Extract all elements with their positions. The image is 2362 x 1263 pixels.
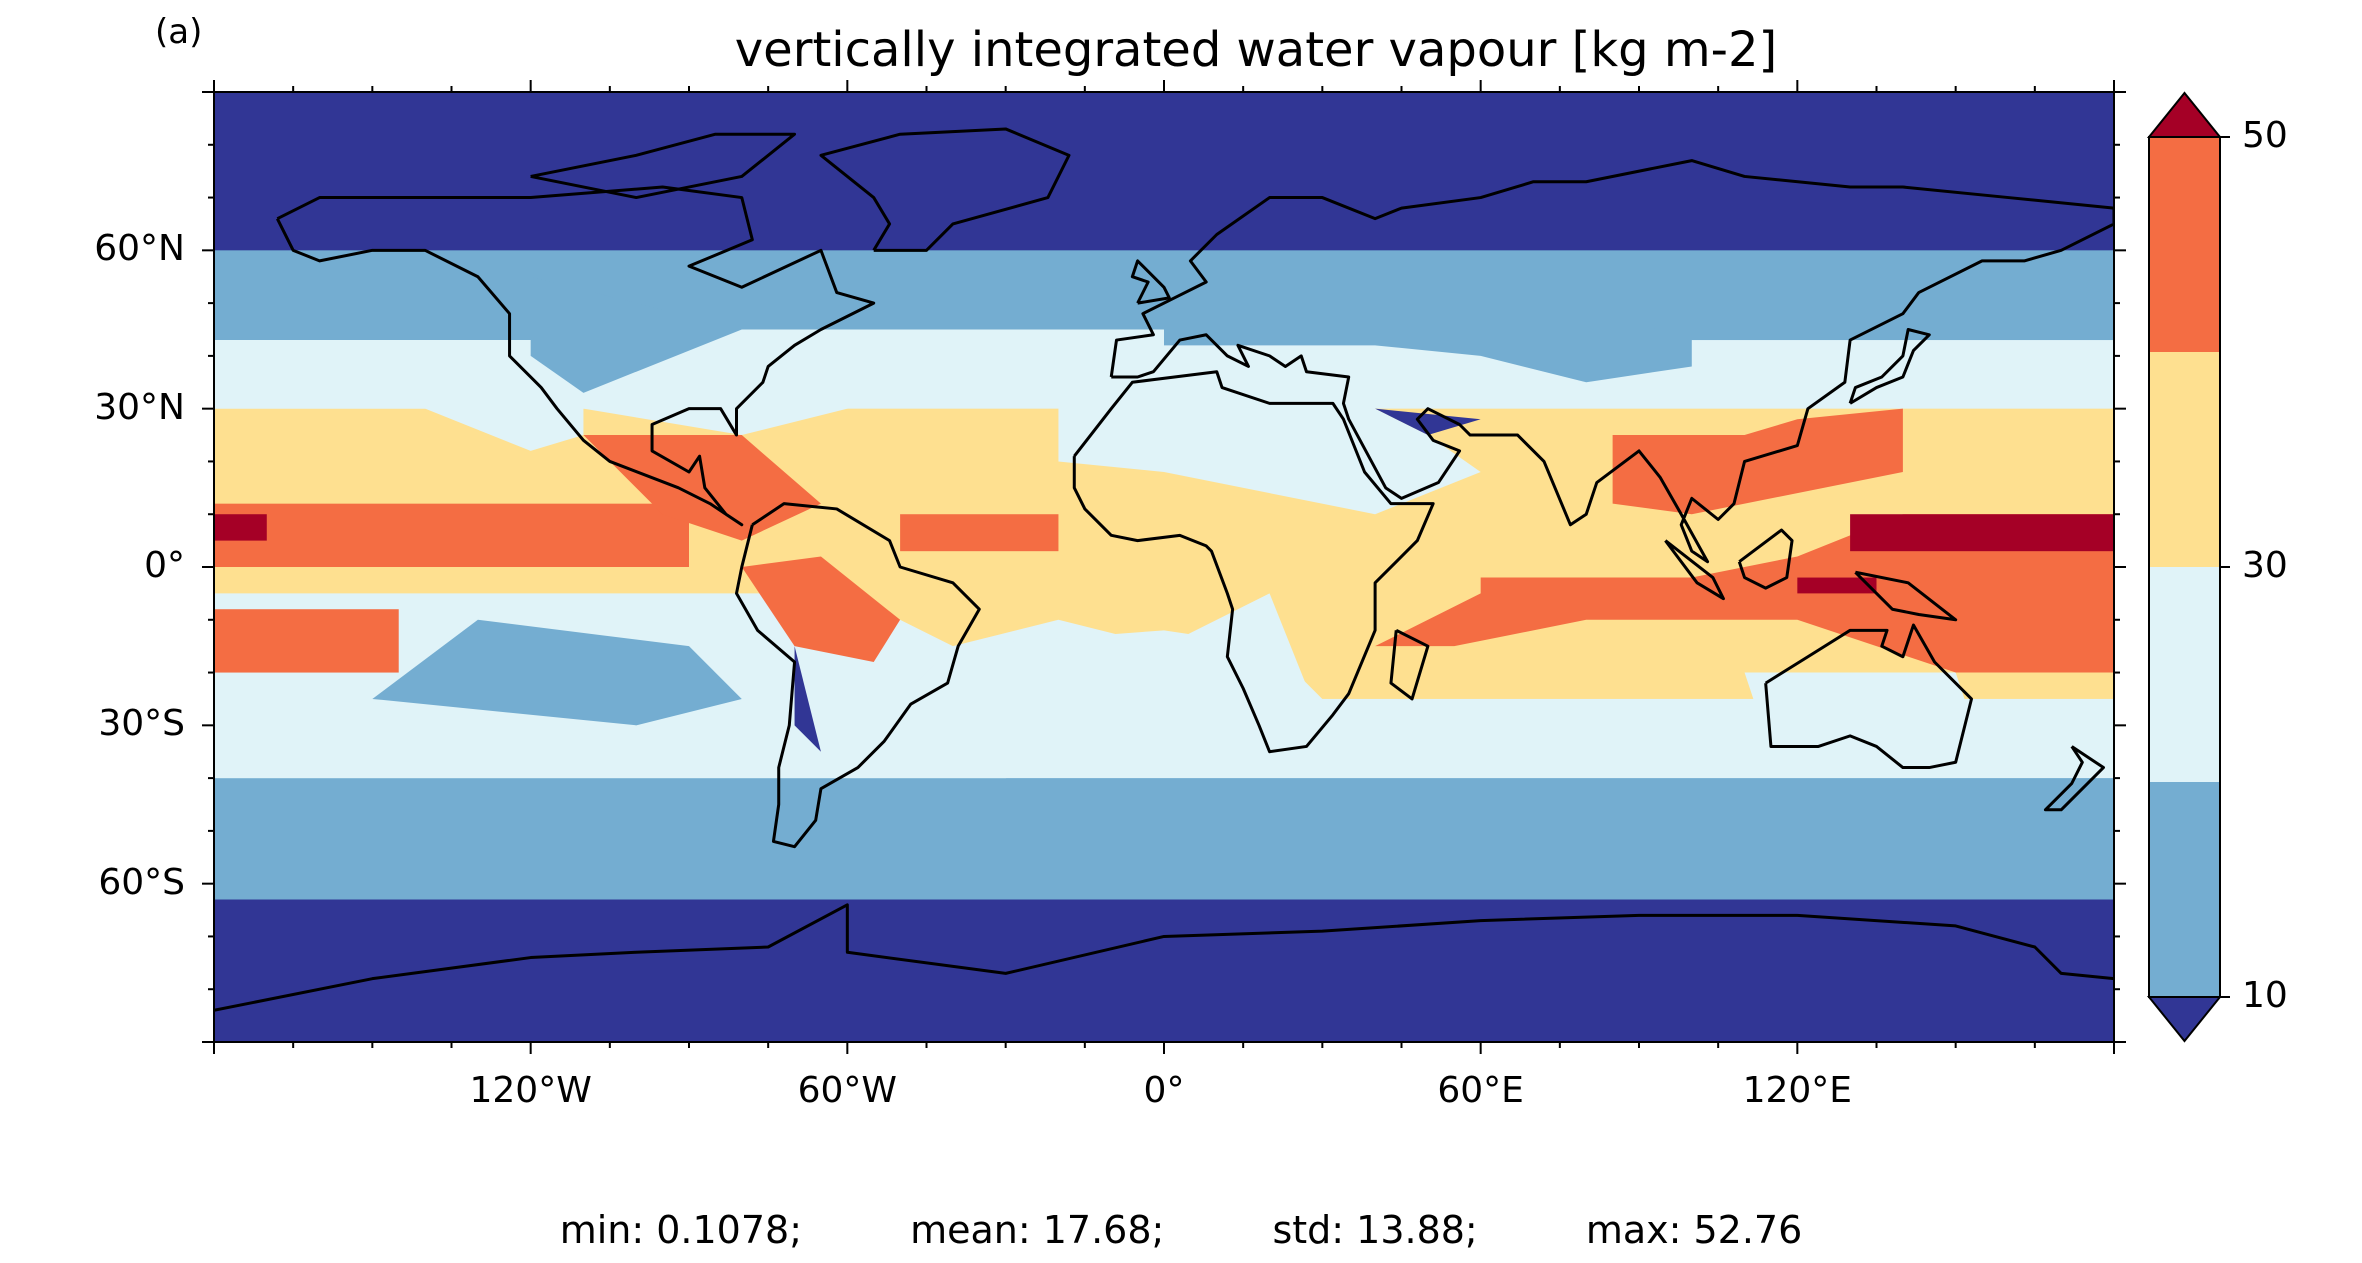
patch-north-america-dry <box>530 276 742 393</box>
colorbar-tick-label: 30 <box>2242 545 2288 586</box>
statistics-line: min: 0.1078; mean: 17.68; std: 13.88; ma… <box>0 1208 2362 1252</box>
patch-maritime-continent <box>1797 577 1877 594</box>
colorbar-segment-10-20 <box>2149 782 2220 997</box>
coast-eurasia <box>1109 159 2114 564</box>
coast-greenland <box>819 127 1071 252</box>
patch-itcz-atlantic <box>900 514 1059 552</box>
coastlines <box>214 127 2114 1012</box>
lat-label: 30°S <box>98 703 185 745</box>
patch-arabia <box>1375 408 1481 436</box>
coast-uk <box>1130 259 1171 305</box>
patch-warm-pool <box>1850 514 2114 552</box>
patch-south-atlantic <box>900 630 1323 726</box>
coast-madagascar <box>1389 628 1430 701</box>
axis-ticks <box>202 80 2126 1054</box>
patch-australia <box>1744 672 1983 752</box>
coast-south-america <box>735 502 981 849</box>
panel-label: (a) <box>155 12 203 52</box>
colorbar-segment-20-30 <box>2149 567 2220 782</box>
patch-sahara <box>1058 382 1481 515</box>
patch-south-asia <box>1612 408 1903 515</box>
stat-max: max: 52.76 <box>1585 1208 1803 1252</box>
colorbar <box>2146 91 2230 1043</box>
plot-title: vertically integrated water vapour [kg m… <box>734 22 1778 78</box>
coast-north-america <box>275 185 876 527</box>
patch-eurasia-dry <box>1164 313 1692 383</box>
lon-label: 60°W <box>797 1070 898 1111</box>
coast-new-zealand <box>2043 745 2105 812</box>
patch-andes <box>794 646 821 752</box>
lat-label: 60°S <box>98 861 185 903</box>
colorbar-segment-30-40 <box>2149 352 2220 567</box>
stat-mean: mean: 17.68; <box>910 1208 1165 1252</box>
colorbar-tick-label: 50 <box>2242 115 2288 156</box>
patch-se-pacific-dry <box>372 619 742 726</box>
coast-antarctica <box>214 903 2114 1012</box>
colorbar-tick-label: 10 <box>2242 975 2288 1016</box>
patch-amazon <box>741 556 901 662</box>
coast-borneo <box>1737 528 1794 590</box>
patch-warm-pool-west <box>214 514 267 541</box>
patch-gulf-caribbean <box>583 435 821 541</box>
lat-label: 30°N <box>94 386 185 428</box>
coast-japan <box>1848 328 1931 405</box>
stat-min: min: 0.1078; <box>559 1208 802 1252</box>
lat-label: 60°N <box>94 228 185 270</box>
patch-spcz-west <box>214 609 399 673</box>
colorbar-extend-over <box>2146 91 2223 138</box>
lon-label: 0° <box>1143 1070 1185 1111</box>
coast-arctic-islands <box>530 132 797 200</box>
lon-label: 60°E <box>1437 1070 1524 1111</box>
coast-new-guinea <box>1854 570 1958 622</box>
patch-itcz-pacific <box>214 503 689 567</box>
lon-label: 120°E <box>1742 1070 1853 1111</box>
stat-std: std: 13.88; <box>1272 1208 1478 1252</box>
coast-africa <box>1072 370 1435 754</box>
colorbar-extend-under <box>2146 996 2223 1043</box>
water-vapour-field <box>214 92 2114 1042</box>
patch-ne-pacific-light <box>214 340 584 451</box>
coast-sumatra <box>1664 539 1725 601</box>
colorbar-segment-40-50 <box>2149 137 2220 352</box>
lat-label: 0° <box>144 545 185 586</box>
patch-indo-pacific <box>1375 514 2114 673</box>
coast-australia <box>1764 623 1973 770</box>
lon-label: 120°W <box>469 1070 592 1111</box>
